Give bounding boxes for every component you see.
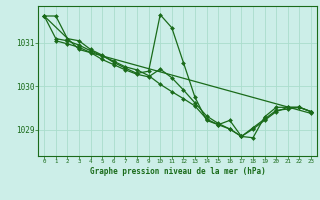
X-axis label: Graphe pression niveau de la mer (hPa): Graphe pression niveau de la mer (hPa) bbox=[90, 167, 266, 176]
